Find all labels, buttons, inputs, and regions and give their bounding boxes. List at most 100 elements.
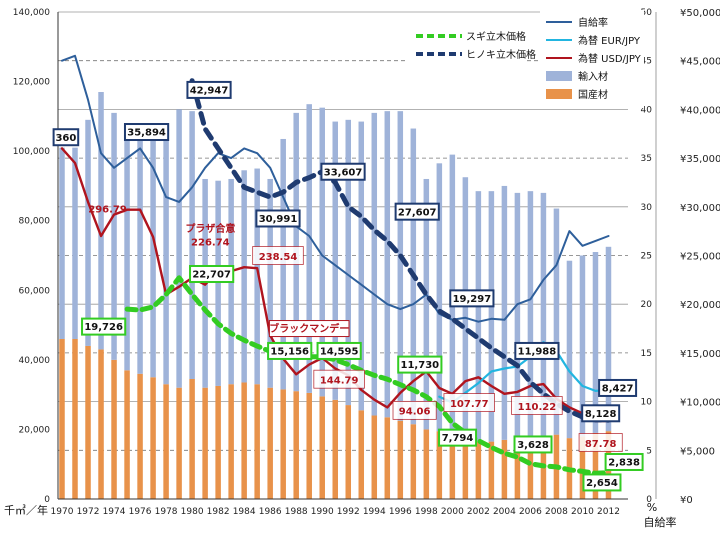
bar-domestic	[449, 436, 456, 499]
mid-tick-label: 45	[641, 57, 652, 67]
legend-label: 国産材	[578, 88, 608, 101]
x-tick-label: 2012	[597, 507, 620, 517]
line-usd-jpy	[60, 147, 610, 423]
x-tick-label: 1982	[207, 507, 230, 517]
bar-domestic	[241, 382, 247, 499]
bar-imported	[397, 111, 404, 421]
bar-domestic	[280, 389, 286, 499]
annotation-box	[582, 473, 622, 492]
bar-domestic	[267, 387, 273, 499]
annotation-label: 3,628	[517, 440, 549, 451]
annotation-box	[52, 128, 80, 147]
annotation-box	[581, 404, 621, 423]
x-tick-label: 1996	[389, 507, 412, 517]
annotation-box	[578, 433, 623, 452]
bar-imported	[189, 111, 195, 379]
left-tick-label: 100,000	[13, 147, 50, 157]
bar-domestic	[423, 429, 430, 499]
mid-axis-label: 自給率	[644, 515, 677, 529]
bar-imported	[241, 170, 247, 383]
annotation-label: 22,707	[192, 270, 231, 281]
x-tick-label: 1988	[285, 507, 308, 517]
bar-imported	[150, 123, 156, 378]
annotation-label: 8,427	[602, 384, 634, 395]
bar-domestic	[202, 387, 208, 499]
bar-domestic	[397, 420, 404, 499]
bars	[59, 92, 612, 499]
axes: 0 20,000 40,000 60,000 80,000 100,000 120,000 1…	[4, 8, 720, 529]
annotation-label: 27,607	[398, 207, 437, 218]
bar-domestic	[332, 399, 338, 499]
annotation-box	[513, 435, 553, 454]
bar-domestic	[410, 424, 417, 499]
bar-imported	[345, 119, 352, 406]
legend-label: 為替 USD/JPY	[578, 52, 642, 65]
annotation-box	[598, 378, 638, 397]
annotation-label: 238.54	[259, 252, 298, 263]
bar-imported	[85, 119, 91, 346]
bar-imported	[111, 112, 117, 360]
x-tick-label: 1986	[259, 507, 282, 517]
bar-domestic	[501, 439, 508, 499]
bar-imported	[553, 208, 560, 435]
legend2-box	[406, 20, 526, 66]
bar-imported	[371, 112, 378, 416]
bar-imported	[267, 178, 273, 388]
bar-imported	[358, 121, 365, 411]
bar-imported	[72, 147, 78, 339]
annotation-label: 94.06	[399, 407, 431, 418]
bar-imported	[527, 191, 534, 439]
left-tick-label: 60,000	[19, 286, 51, 296]
x-tick-label: 1974	[103, 507, 126, 517]
right-tick-label: ¥10,000	[680, 398, 720, 409]
bar-domestic	[176, 387, 182, 499]
annotation-box	[438, 428, 478, 447]
annotation-box	[81, 317, 127, 336]
annotation-box	[511, 396, 563, 415]
bar-imported	[254, 168, 260, 385]
bar-domestic	[124, 370, 130, 499]
annotation-box	[268, 320, 350, 338]
annotation-box	[255, 209, 301, 228]
x-tick-label: 2002	[467, 507, 490, 517]
bar-domestic	[163, 384, 169, 499]
bar-domestic	[293, 391, 299, 499]
left-tick-label: 120,000	[13, 78, 50, 88]
annotation-label: 33,607	[324, 167, 363, 178]
bar-imported	[592, 252, 599, 433]
bar-domestic	[150, 377, 156, 499]
annotation-box	[449, 289, 495, 308]
annotation-label: 87.78	[585, 439, 617, 450]
mid-tick-label: 25	[641, 252, 652, 262]
annotation-box	[189, 265, 235, 284]
bar-imported	[423, 178, 430, 430]
bar-domestic	[462, 438, 469, 499]
bar-domestic	[579, 436, 586, 499]
bar-imported	[176, 109, 182, 388]
x-tick-label: 1972	[77, 507, 100, 517]
legend2-label: ヒノキ立木価格	[466, 48, 536, 61]
bar-domestic	[306, 392, 312, 499]
annotation-label: 226.74	[191, 237, 230, 248]
annotation-box	[443, 393, 495, 412]
x-tick-label: 1990	[311, 507, 334, 517]
right-tick-label: ¥45,000	[680, 57, 720, 68]
annotation-label: 2,838	[608, 458, 640, 469]
right-tick-label: ¥50,000	[680, 8, 720, 19]
annotation-box	[252, 246, 304, 265]
bar-domestic	[436, 431, 443, 499]
bar-imported	[306, 104, 312, 393]
bar-imported	[540, 192, 547, 437]
annotation-label: 30,991	[259, 214, 298, 225]
x-tick-label: 2008	[545, 507, 568, 517]
mid-tick-label: 35	[641, 154, 652, 164]
bar-domestic	[475, 441, 482, 499]
left-tick-label: 20,000	[19, 425, 51, 435]
bar-domestic	[111, 359, 117, 499]
mid-tick-label: 50	[641, 8, 653, 18]
bar-imported	[384, 111, 391, 418]
left-tick-label: 0	[44, 495, 50, 505]
bar-domestic	[189, 378, 195, 499]
left-tick-label: 40,000	[19, 356, 51, 366]
annotation-label: 360	[55, 133, 76, 144]
